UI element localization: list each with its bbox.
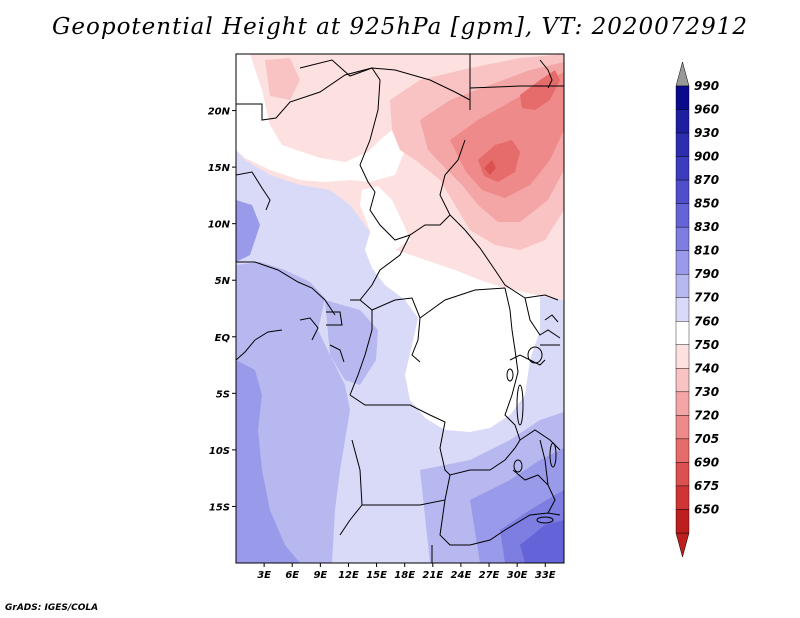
colorbar-label: 650 bbox=[694, 502, 719, 516]
field-blue-west-3 bbox=[236, 200, 260, 262]
colorbar-swatch bbox=[675, 156, 690, 181]
lon-tick-label: 21E bbox=[422, 570, 443, 581]
colorbar-label: 740 bbox=[694, 361, 719, 375]
colorbar-label: 720 bbox=[694, 408, 719, 422]
colorbar-swatch bbox=[675, 391, 690, 416]
lat-tick-label: 20N bbox=[208, 107, 231, 118]
latitude-axis: 20N 15N 10N 5N EQ 5S 10S 15S bbox=[208, 107, 236, 513]
lon-tick-label: 3E bbox=[257, 570, 271, 581]
colorbar: 990 960 930 900 870 850 830 810 790 770 760 750 740 7… bbox=[675, 61, 719, 558]
colorbar-label: 960 bbox=[694, 103, 719, 117]
colorbar-swatch bbox=[675, 179, 690, 204]
colorbar-label: 705 bbox=[694, 432, 719, 446]
field-white-zone bbox=[365, 232, 540, 432]
lat-tick-label: 15S bbox=[209, 502, 230, 513]
map-area bbox=[236, 54, 564, 563]
colorbar-label: 770 bbox=[694, 291, 719, 305]
colorbar-swatch bbox=[675, 226, 690, 251]
colorbar-label: 690 bbox=[694, 455, 719, 469]
footer-credit: GrADS: IGES/COLA bbox=[5, 603, 99, 613]
lat-tick-label: 15N bbox=[208, 163, 231, 174]
colorbar-label: 990 bbox=[694, 79, 719, 93]
lon-tick-label: 15E bbox=[366, 570, 387, 581]
lon-tick-label: 24E bbox=[451, 570, 472, 581]
colorbar-swatch bbox=[675, 109, 690, 134]
colorbar-swatch bbox=[675, 85, 690, 110]
colorbar-swatch bbox=[675, 250, 690, 275]
field-pink-5b bbox=[520, 70, 560, 110]
colorbar-label: 675 bbox=[694, 479, 719, 493]
colorbar-label: 870 bbox=[694, 173, 719, 187]
map-title: Geopotential Height at 925hPa [gpm], VT:… bbox=[52, 14, 748, 40]
country-borders bbox=[236, 54, 564, 563]
colorbar-label: 830 bbox=[694, 220, 719, 234]
field-blue-west-2 bbox=[236, 360, 300, 563]
lon-tick-label: 30E bbox=[507, 570, 528, 581]
colorbar-swatch bbox=[675, 203, 690, 228]
colorbar-bottom-arrow bbox=[675, 532, 690, 558]
colorbar-swatch bbox=[675, 344, 690, 369]
lat-tick-label: 5S bbox=[216, 389, 230, 400]
lakes bbox=[506, 346, 557, 524]
colorbar-swatch bbox=[675, 509, 690, 534]
lon-tick-label: 9E bbox=[313, 570, 327, 581]
lat-tick-label: EQ bbox=[215, 333, 231, 344]
lon-tick-label: 18E bbox=[394, 570, 415, 581]
lat-tick-label: 10N bbox=[208, 220, 231, 231]
colorbar-label: 900 bbox=[694, 150, 719, 164]
colorbar-swatch bbox=[675, 485, 690, 510]
colorbar-swatch bbox=[675, 368, 690, 393]
longitude-axis: 3E 6E 9E 12E 15E 18E 21E 24E 27E 30E 33E bbox=[257, 563, 556, 581]
colorbar-swatch bbox=[675, 297, 690, 322]
colorbar-swatch bbox=[675, 415, 690, 440]
map-frame bbox=[235, 53, 565, 564]
colorbar-swatch bbox=[675, 321, 690, 345]
lat-tick-label: 10S bbox=[209, 446, 230, 457]
colorbar-label: 790 bbox=[694, 267, 719, 281]
lon-tick-label: 27E bbox=[479, 570, 500, 581]
field-pink-6 bbox=[484, 160, 496, 175]
field-blue-gabon bbox=[325, 300, 378, 385]
colorbar-label: 810 bbox=[694, 244, 719, 258]
colorbar-top-arrow bbox=[675, 61, 690, 87]
colorbar-label: 850 bbox=[694, 197, 719, 211]
lon-tick-label: 6E bbox=[285, 570, 299, 581]
lat-tick-label: 5N bbox=[215, 276, 231, 287]
colorbar-label: 760 bbox=[694, 314, 719, 328]
lon-tick-label: 33E bbox=[535, 570, 556, 581]
colorbar-swatch bbox=[675, 438, 690, 463]
colorbar-swatch bbox=[675, 132, 690, 157]
colorbar-swatch bbox=[675, 462, 690, 487]
field-blue-se-4 bbox=[520, 520, 564, 563]
field-white-north bbox=[236, 54, 405, 182]
colorbar-swatch bbox=[675, 274, 690, 298]
lon-tick-label: 12E bbox=[338, 570, 359, 581]
colorbar-label: 930 bbox=[694, 126, 719, 140]
colorbar-label: 730 bbox=[694, 385, 719, 399]
colorbar-label: 750 bbox=[694, 338, 719, 352]
field-pink-west bbox=[265, 58, 300, 100]
